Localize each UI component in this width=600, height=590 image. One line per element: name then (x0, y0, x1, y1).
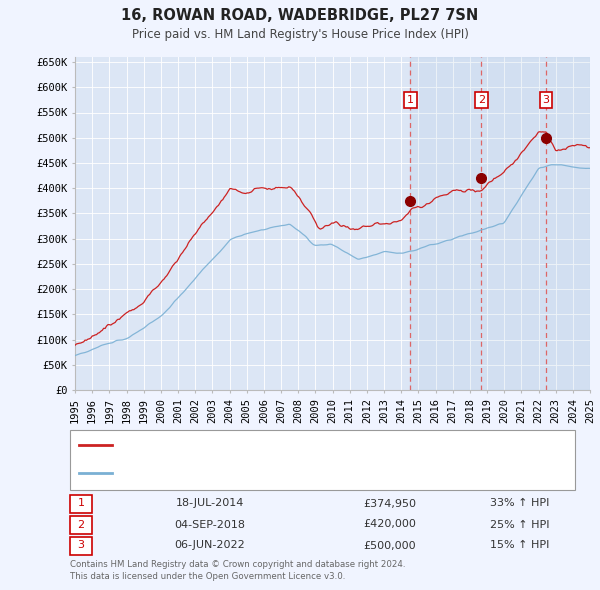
Text: 16, ROWAN ROAD, WADEBRIDGE, PL27 7SN: 16, ROWAN ROAD, WADEBRIDGE, PL27 7SN (121, 8, 479, 23)
Text: 18-JUL-2014: 18-JUL-2014 (176, 499, 244, 509)
Text: £420,000: £420,000 (364, 520, 416, 529)
Bar (410, 57, 590, 390)
Text: £374,950: £374,950 (364, 499, 416, 509)
Text: 33% ↑ HPI: 33% ↑ HPI (490, 499, 550, 509)
Text: 3: 3 (77, 540, 85, 550)
Text: Price paid vs. HM Land Registry's House Price Index (HPI): Price paid vs. HM Land Registry's House … (131, 28, 469, 41)
Text: 04-SEP-2018: 04-SEP-2018 (175, 520, 245, 529)
Text: 2: 2 (478, 95, 485, 105)
Text: 3: 3 (542, 95, 550, 105)
Text: 25% ↑ HPI: 25% ↑ HPI (490, 520, 550, 529)
Text: 06-JUN-2022: 06-JUN-2022 (175, 540, 245, 550)
Text: HPI: Average price, detached house, Cornwall: HPI: Average price, detached house, Corn… (117, 468, 340, 478)
Text: Contains HM Land Registry data © Crown copyright and database right 2024.
This d: Contains HM Land Registry data © Crown c… (70, 560, 406, 581)
Text: 15% ↑ HPI: 15% ↑ HPI (490, 540, 550, 550)
Text: 1: 1 (407, 95, 414, 105)
Text: 16, ROWAN ROAD, WADEBRIDGE, PL27 7SN (detached house): 16, ROWAN ROAD, WADEBRIDGE, PL27 7SN (de… (117, 440, 421, 450)
Text: 2: 2 (77, 520, 85, 529)
Text: 1: 1 (77, 499, 85, 509)
Text: £500,000: £500,000 (364, 540, 416, 550)
